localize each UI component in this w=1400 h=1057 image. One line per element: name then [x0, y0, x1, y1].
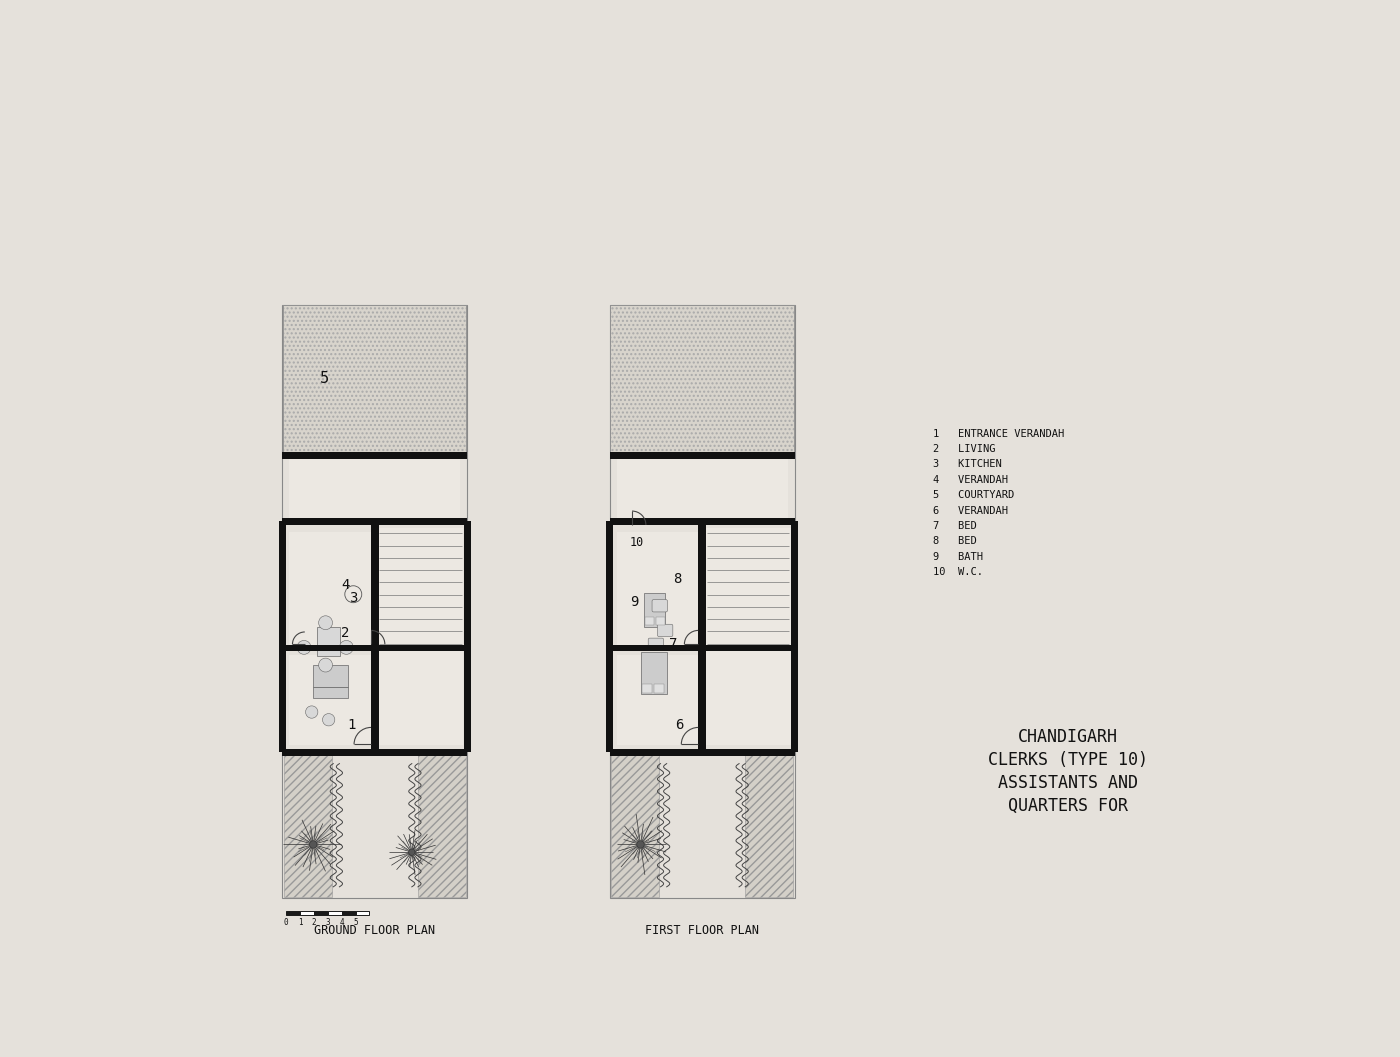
Bar — [606, 521, 613, 753]
Bar — [356, 911, 370, 915]
Text: ASSISTANTS AND: ASSISTANTS AND — [998, 774, 1138, 792]
Bar — [644, 593, 665, 627]
Text: 3   KITCHEN: 3 KITCHEN — [932, 460, 1002, 469]
Bar — [610, 305, 794, 456]
Text: GROUND FLOOR PLAN: GROUND FLOOR PLAN — [314, 924, 435, 938]
FancyBboxPatch shape — [658, 625, 673, 636]
Text: CLERKS (TYPE 10): CLERKS (TYPE 10) — [988, 750, 1148, 768]
Text: 10  W.C.: 10 W.C. — [932, 568, 983, 577]
Circle shape — [319, 659, 333, 672]
Bar — [283, 452, 468, 459]
FancyBboxPatch shape — [648, 638, 664, 650]
Bar — [706, 528, 791, 745]
Circle shape — [297, 641, 311, 654]
Text: 8: 8 — [673, 572, 682, 586]
Bar — [791, 521, 798, 753]
Bar — [645, 617, 654, 625]
Bar — [290, 460, 461, 518]
Text: 9: 9 — [630, 595, 638, 609]
Bar — [419, 754, 466, 896]
Text: 6   VERANDAH: 6 VERANDAH — [932, 505, 1008, 516]
Bar — [283, 305, 468, 898]
Bar — [314, 687, 347, 699]
Text: 8   BED: 8 BED — [932, 537, 977, 546]
Bar — [610, 453, 795, 458]
Bar — [290, 532, 372, 645]
FancyBboxPatch shape — [652, 599, 668, 612]
Bar — [283, 748, 468, 756]
Bar — [283, 305, 466, 456]
Text: 2   LIVING: 2 LIVING — [932, 444, 995, 455]
Bar — [328, 911, 342, 915]
Bar — [643, 684, 652, 692]
Bar — [283, 518, 468, 524]
Bar — [463, 521, 470, 753]
Bar — [314, 665, 347, 687]
Bar — [616, 460, 788, 518]
Text: FIRST FLOOR PLAN: FIRST FLOOR PLAN — [645, 924, 759, 938]
Text: CHANDIGARH: CHANDIGARH — [1018, 727, 1117, 745]
Circle shape — [305, 706, 318, 718]
Bar — [657, 617, 665, 625]
Bar — [610, 748, 795, 756]
Bar — [641, 652, 666, 694]
Circle shape — [339, 641, 353, 654]
Bar — [283, 453, 468, 458]
Bar — [654, 684, 664, 692]
Bar — [612, 754, 659, 896]
Bar — [284, 754, 332, 896]
Bar — [610, 305, 794, 456]
Bar — [283, 305, 466, 456]
Circle shape — [319, 616, 333, 630]
Bar — [314, 911, 328, 915]
Text: 3: 3 — [326, 917, 330, 927]
Text: 7: 7 — [669, 637, 678, 651]
Text: QUARTERS FOR: QUARTERS FOR — [1008, 797, 1128, 815]
Bar — [283, 750, 468, 754]
Text: 6: 6 — [675, 718, 683, 733]
Bar — [378, 528, 463, 745]
Bar — [283, 646, 468, 651]
Bar — [287, 911, 300, 915]
Text: 1   ENTRANCE VERANDAH: 1 ENTRANCE VERANDAH — [932, 429, 1064, 439]
Bar — [279, 521, 286, 753]
Bar — [610, 518, 795, 524]
Text: 1: 1 — [298, 917, 302, 927]
Bar — [610, 305, 795, 898]
Bar — [342, 911, 356, 915]
Text: 10: 10 — [630, 536, 644, 550]
Bar — [610, 750, 795, 754]
Bar — [745, 754, 792, 896]
Circle shape — [309, 840, 316, 848]
Bar — [371, 521, 379, 753]
Bar — [616, 655, 699, 745]
Text: 1: 1 — [347, 718, 356, 733]
Circle shape — [322, 713, 335, 726]
Text: 2: 2 — [312, 917, 316, 927]
Text: 4: 4 — [342, 578, 350, 592]
Circle shape — [409, 849, 414, 855]
Text: 4   VERANDAH: 4 VERANDAH — [932, 475, 1008, 485]
Bar — [316, 627, 340, 655]
Text: 5   COURTYARD: 5 COURTYARD — [932, 490, 1015, 500]
Bar — [300, 911, 314, 915]
Text: 3: 3 — [349, 591, 357, 605]
Text: 0: 0 — [284, 917, 288, 927]
Bar — [697, 521, 707, 753]
Text: 5: 5 — [353, 917, 358, 927]
Text: 5: 5 — [321, 371, 329, 386]
Text: 2: 2 — [342, 626, 350, 639]
Circle shape — [637, 840, 644, 848]
Bar — [610, 452, 795, 459]
Text: 7   BED: 7 BED — [932, 521, 977, 531]
Text: 9   BATH: 9 BATH — [932, 552, 983, 562]
Bar — [616, 532, 699, 645]
Bar — [610, 646, 795, 651]
Text: 4: 4 — [339, 917, 344, 927]
Bar — [290, 655, 372, 745]
